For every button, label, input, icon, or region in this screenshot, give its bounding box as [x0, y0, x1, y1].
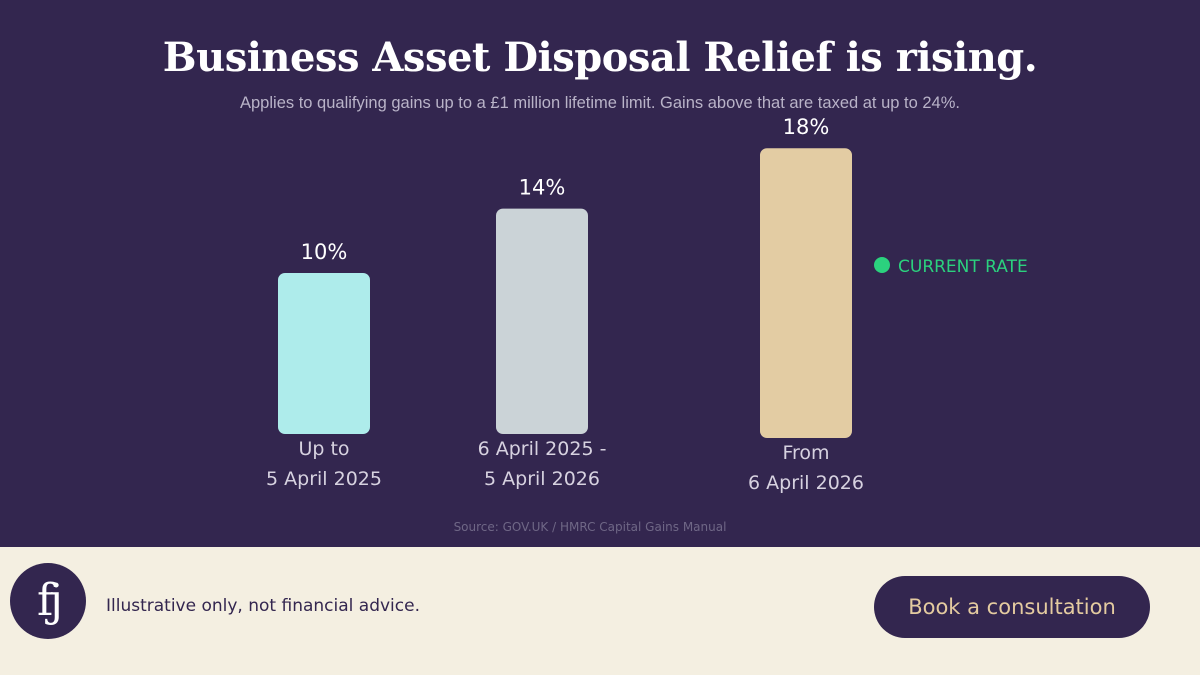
- bar-2: [496, 208, 588, 434]
- book-consultation-button[interactable]: Book a consultation: [874, 576, 1150, 638]
- bar-1: [278, 273, 370, 434]
- category-label-3-line-2: 6 April 2026: [748, 472, 864, 494]
- data-label-2: 14%: [519, 176, 566, 200]
- category-label-1-line-2: 5 April 2025: [266, 468, 382, 490]
- source-note: Source: GOV.UK / HMRC Capital Gains Manu…: [453, 520, 727, 534]
- category-label-1-line-1: Up to: [298, 438, 349, 460]
- chart-subtitle: Applies to qualifying gains up to a £1 m…: [240, 94, 960, 112]
- data-label-3: 18%: [783, 115, 830, 139]
- category-label-2-line-1: 6 April 2025 -: [478, 438, 607, 460]
- current-rate-annotation: CURRENT RATE: [898, 257, 1028, 277]
- category-label-2-line-2: 5 April 2026: [484, 468, 600, 490]
- current-rate-dot-icon: [874, 257, 890, 273]
- footer: fj Illustrative only, not financial advi…: [0, 547, 1200, 675]
- bar-chart: 10% Up to 5 April 2025 14% 6 April 2025 - 5 A…: [266, 115, 1028, 494]
- brand-logo-text: fj: [37, 575, 63, 626]
- disclaimer-text: Illustrative only, not financial advice.: [106, 596, 420, 616]
- chart-title: Business Asset Disposal Relief is rising…: [162, 34, 1038, 81]
- chart-panel: Business Asset Disposal Relief is rising…: [0, 0, 1200, 547]
- data-label-1: 10%: [301, 240, 348, 264]
- bar-3: [760, 148, 852, 438]
- category-label-3-line-1: From: [782, 442, 829, 464]
- brand-logo: fj: [10, 563, 86, 639]
